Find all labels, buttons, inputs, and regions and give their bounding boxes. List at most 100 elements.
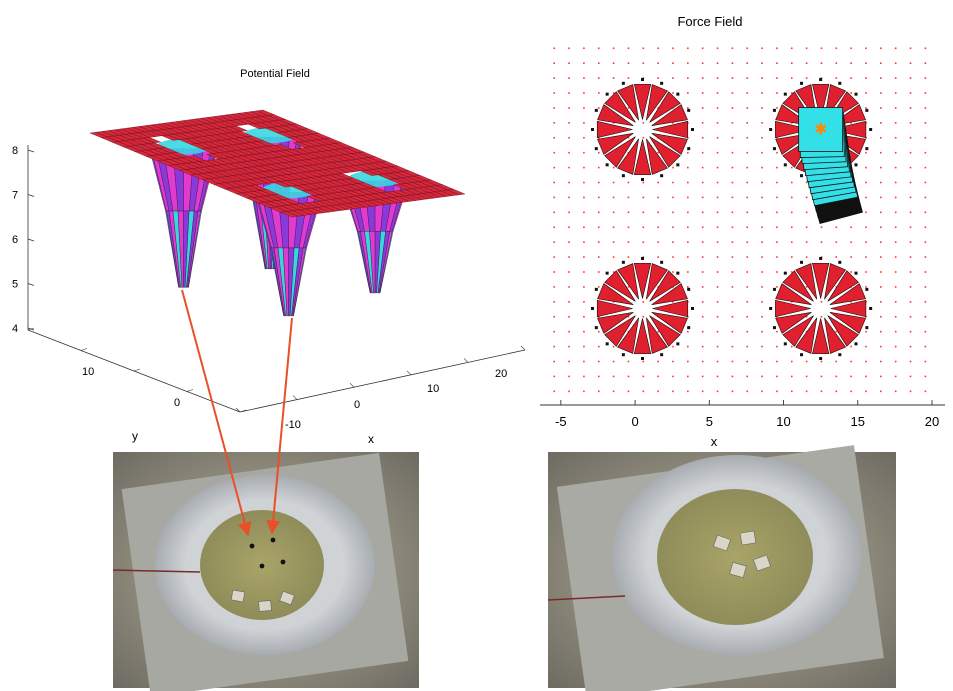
field-dot <box>642 315 645 318</box>
field-dot <box>701 136 704 139</box>
field-dot <box>731 151 734 154</box>
field-dot <box>865 226 867 229</box>
part-square <box>798 107 844 152</box>
field-dot <box>553 62 556 64</box>
field-dot <box>805 256 808 258</box>
field-dot <box>776 375 778 378</box>
force-x-tick-label: 5 <box>706 414 713 429</box>
field-dot <box>701 390 704 393</box>
field-dot <box>553 107 556 109</box>
field-dot <box>642 47 645 50</box>
field-dot <box>746 62 749 64</box>
field-dot <box>909 286 912 288</box>
field-dot <box>687 166 689 169</box>
field-dot <box>687 211 689 214</box>
field-dot <box>583 47 585 50</box>
field-dot <box>553 330 556 333</box>
field-dot <box>731 360 734 363</box>
field-dot <box>850 47 852 50</box>
field-dot <box>716 330 719 333</box>
field-dot <box>894 211 897 214</box>
field-dot <box>909 360 912 363</box>
field-dot <box>761 360 763 363</box>
field-dot <box>568 360 570 363</box>
force-x-tick-label: 20 <box>925 414 939 429</box>
plateau-cell <box>142 137 162 144</box>
field-dot <box>805 375 808 378</box>
field-dot <box>761 286 763 288</box>
field-dot <box>731 330 734 333</box>
force-arrow <box>596 120 633 139</box>
field-dot <box>924 181 927 184</box>
photo-well-dot <box>280 559 286 565</box>
field-dot <box>909 241 912 243</box>
y-axis-label: y <box>132 429 138 443</box>
force-arrow <box>633 139 652 176</box>
field-dot <box>776 345 778 348</box>
force-arrow <box>775 120 811 139</box>
field-dot <box>583 136 585 139</box>
field-dot <box>568 107 570 109</box>
field-dot <box>657 226 659 229</box>
field-dot <box>924 271 927 273</box>
field-dot <box>597 151 600 154</box>
force-arrow <box>604 91 636 123</box>
force-arrow <box>652 299 689 318</box>
field-dot <box>790 122 793 124</box>
photo-well-dot <box>270 537 276 543</box>
field-dot <box>894 375 897 378</box>
field-dot <box>894 92 897 94</box>
field-dot <box>776 256 778 258</box>
field-dot <box>909 271 912 273</box>
field-dot <box>776 47 778 50</box>
field-dot <box>746 286 749 288</box>
field-dot <box>627 256 630 258</box>
field-dot <box>642 226 645 229</box>
z-tick-mark <box>27 194 35 197</box>
field-dot <box>835 47 838 50</box>
field-dot <box>553 136 556 139</box>
field-dot <box>672 301 674 303</box>
field-dot <box>761 315 763 318</box>
part-center-marker: ✱ <box>814 120 827 139</box>
field-dot <box>835 360 838 363</box>
field-dot <box>776 181 778 184</box>
field-dot <box>612 345 615 348</box>
field-dot <box>597 226 600 229</box>
field-dot <box>894 226 897 229</box>
field-dot <box>790 166 793 169</box>
force-arrow <box>829 283 867 305</box>
field-dot <box>894 62 897 64</box>
field-dot <box>642 181 645 184</box>
field-dot <box>731 107 734 109</box>
field-dot <box>657 47 659 50</box>
field-dot <box>583 122 585 124</box>
field-dot <box>909 315 912 318</box>
force-arrow <box>633 83 652 120</box>
field-dot <box>687 241 689 243</box>
field-dot <box>909 151 912 154</box>
field-dot <box>790 301 793 303</box>
field-dot <box>924 390 927 393</box>
field-dot <box>761 62 763 64</box>
field-dot <box>553 181 556 184</box>
field-dot <box>790 211 793 214</box>
field-dot <box>761 47 763 50</box>
field-dot <box>805 77 808 79</box>
floor-ticks <box>27 327 526 413</box>
field-dot <box>597 47 600 50</box>
field-dot <box>657 390 659 393</box>
field-dot <box>894 122 897 124</box>
field-dot <box>924 196 927 199</box>
field-dot <box>924 345 927 348</box>
floor-tick <box>80 348 88 351</box>
field-dot <box>731 181 734 184</box>
field-dot <box>612 166 615 169</box>
photo-right-wire <box>547 595 626 601</box>
field-dot <box>924 136 927 139</box>
field-dot <box>553 226 556 229</box>
z-tick-mark <box>27 149 35 153</box>
field-dot <box>790 345 793 348</box>
field-dot <box>701 226 704 229</box>
field-dot <box>880 62 882 64</box>
